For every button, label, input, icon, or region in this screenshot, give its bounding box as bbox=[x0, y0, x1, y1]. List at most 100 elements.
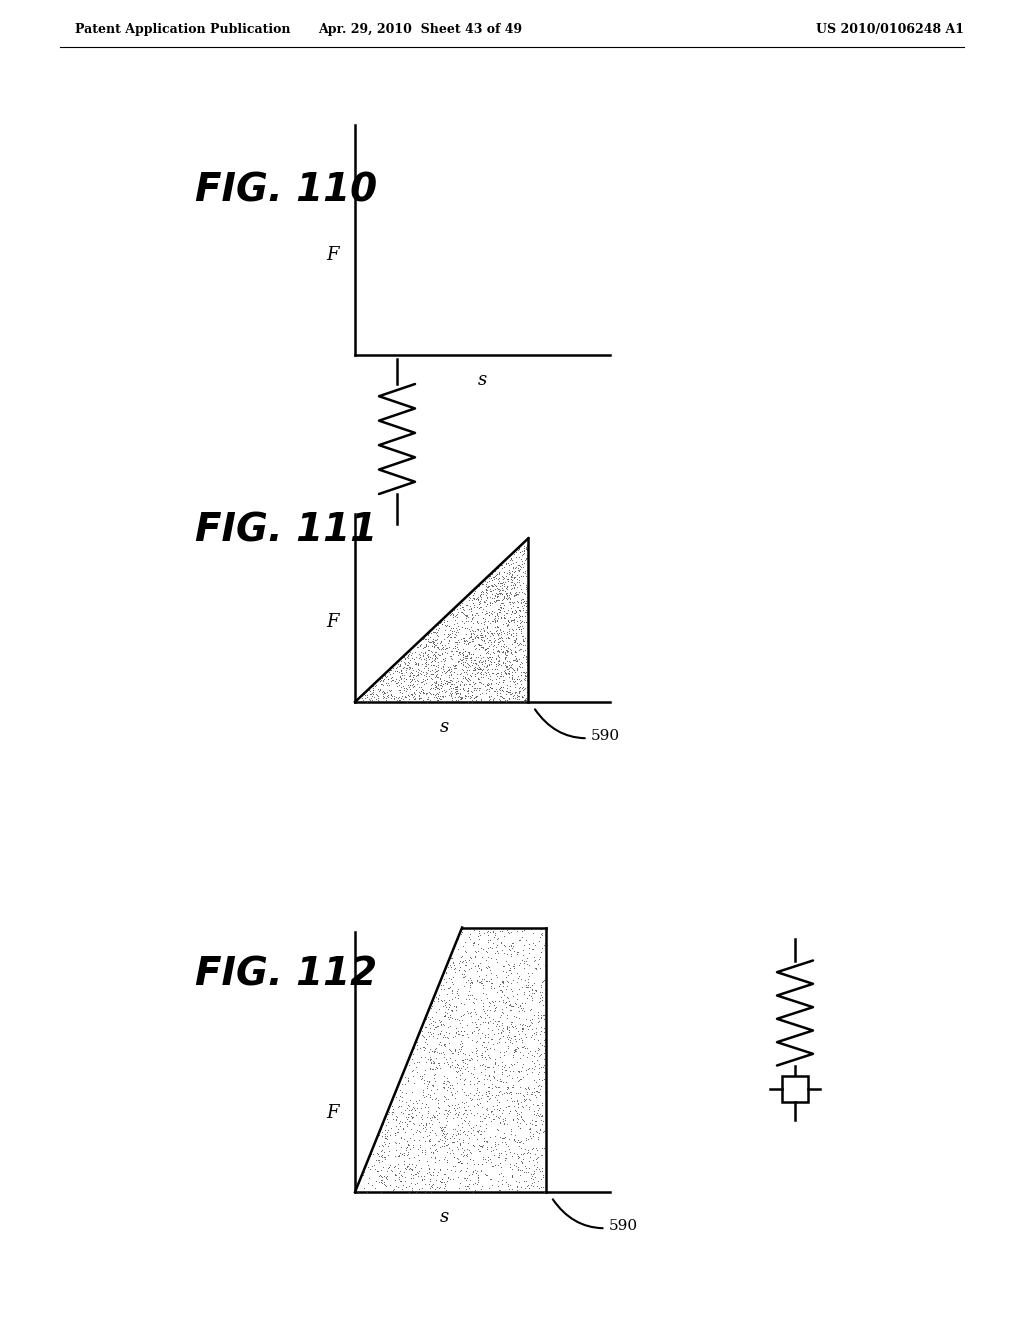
Point bbox=[438, 962, 455, 983]
Point bbox=[469, 1068, 485, 1089]
Point bbox=[498, 950, 514, 972]
Point bbox=[518, 581, 535, 602]
Point bbox=[459, 1176, 475, 1197]
Point bbox=[509, 1143, 525, 1164]
Point bbox=[520, 606, 537, 627]
Point bbox=[532, 1176, 549, 1197]
Point bbox=[424, 622, 440, 643]
Point bbox=[500, 614, 516, 635]
Point bbox=[460, 1085, 476, 1106]
Point bbox=[518, 549, 535, 570]
Point bbox=[391, 1080, 408, 1101]
Point bbox=[429, 1078, 445, 1100]
Point bbox=[495, 970, 511, 991]
Point bbox=[429, 628, 445, 649]
Point bbox=[516, 1170, 532, 1191]
Point bbox=[400, 1155, 417, 1176]
Point bbox=[444, 1118, 461, 1139]
Point bbox=[534, 985, 550, 1006]
Point bbox=[378, 1114, 394, 1135]
Point bbox=[369, 690, 385, 711]
Point bbox=[515, 616, 531, 638]
Point bbox=[507, 682, 523, 704]
Point bbox=[428, 673, 444, 694]
Point bbox=[440, 672, 457, 693]
Point bbox=[466, 998, 482, 1019]
Point bbox=[439, 1110, 456, 1131]
Point bbox=[419, 688, 435, 709]
Point bbox=[458, 1177, 474, 1199]
Point bbox=[450, 644, 466, 665]
Point bbox=[467, 672, 483, 693]
Point bbox=[424, 635, 440, 656]
Point bbox=[520, 1077, 537, 1098]
Point bbox=[495, 591, 511, 612]
Point bbox=[513, 626, 529, 647]
Point bbox=[379, 1129, 395, 1150]
Point bbox=[401, 1111, 418, 1133]
Point bbox=[450, 1041, 466, 1063]
Point bbox=[410, 636, 426, 657]
Point bbox=[456, 1074, 472, 1096]
Point bbox=[484, 1020, 501, 1041]
Point bbox=[496, 1044, 512, 1065]
Point bbox=[485, 652, 502, 673]
Point bbox=[470, 1022, 486, 1043]
Point bbox=[424, 1142, 440, 1163]
Point bbox=[432, 689, 449, 710]
Point bbox=[456, 1020, 472, 1041]
Point bbox=[476, 630, 493, 651]
Point bbox=[464, 692, 480, 713]
Point bbox=[501, 1065, 517, 1086]
Point bbox=[485, 631, 502, 652]
Point bbox=[519, 543, 536, 564]
Point bbox=[520, 587, 537, 609]
Point bbox=[394, 664, 411, 685]
Point bbox=[534, 989, 550, 1010]
Point bbox=[513, 1028, 529, 1049]
Point bbox=[490, 634, 507, 655]
Point bbox=[512, 653, 528, 675]
Point bbox=[449, 997, 465, 1018]
Point bbox=[467, 946, 483, 968]
Point bbox=[528, 958, 545, 979]
Point bbox=[474, 627, 490, 648]
Point bbox=[439, 615, 456, 636]
Point bbox=[369, 1148, 385, 1170]
Point bbox=[501, 611, 517, 632]
Point bbox=[454, 616, 470, 638]
Point bbox=[534, 939, 550, 960]
Point bbox=[481, 1069, 498, 1090]
Point bbox=[498, 583, 514, 605]
Point bbox=[516, 590, 532, 611]
Point bbox=[436, 669, 453, 690]
Point bbox=[401, 1158, 418, 1179]
Point bbox=[500, 1028, 516, 1049]
Point bbox=[494, 665, 510, 686]
Point bbox=[480, 672, 497, 693]
Point bbox=[424, 673, 440, 694]
Point bbox=[528, 1147, 545, 1168]
Point bbox=[416, 1168, 432, 1189]
Point bbox=[518, 1127, 535, 1148]
Point bbox=[404, 1048, 421, 1069]
Point bbox=[537, 1069, 553, 1090]
Point bbox=[380, 686, 396, 708]
Point bbox=[514, 1152, 530, 1173]
Point bbox=[524, 1051, 541, 1072]
Point bbox=[479, 656, 496, 677]
Point bbox=[473, 958, 489, 979]
Point bbox=[466, 623, 482, 644]
Point bbox=[525, 1077, 542, 1098]
Point bbox=[495, 676, 511, 697]
Point bbox=[523, 975, 540, 997]
Point bbox=[385, 663, 401, 684]
Point bbox=[425, 634, 441, 655]
Point bbox=[538, 1072, 554, 1093]
Point bbox=[409, 1051, 425, 1072]
Point bbox=[514, 611, 530, 632]
Point bbox=[461, 981, 477, 1002]
Point bbox=[464, 1011, 480, 1032]
Point bbox=[456, 960, 472, 981]
Point bbox=[423, 995, 439, 1016]
